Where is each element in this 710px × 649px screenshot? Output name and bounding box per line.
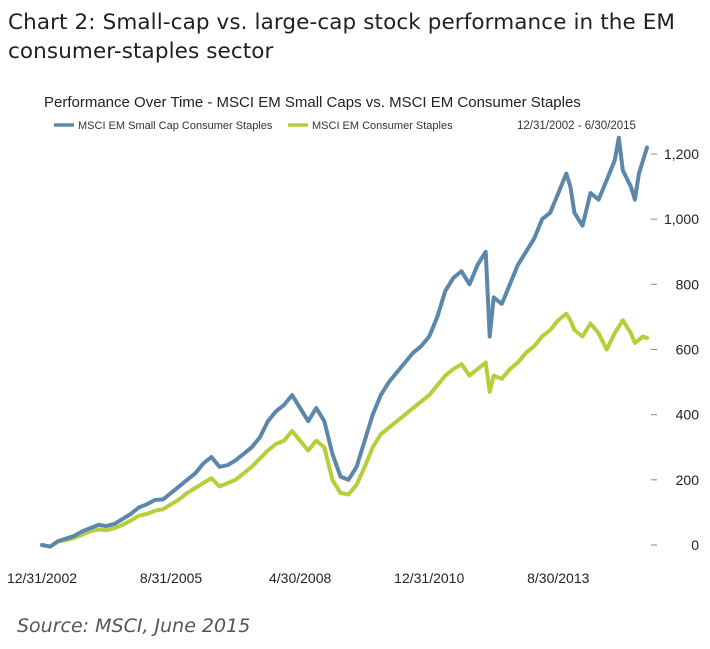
y-tick-label: 200	[676, 472, 700, 488]
x-tick-label: 4/30/2008	[269, 570, 331, 586]
y-tick-label: 600	[676, 342, 700, 358]
y-tick-label: 0	[691, 537, 699, 553]
series-layer	[40, 135, 649, 549]
y-tick-label: 400	[676, 407, 700, 423]
series-line-small-cap	[40, 135, 649, 549]
page-title: Chart 2: Small-cap vs. large-cap stock p…	[8, 8, 698, 66]
legend: MSCI EM Small Cap Consumer Staples MSCI …	[54, 120, 636, 132]
y-tick-label: 1,200	[664, 146, 699, 162]
y-tick-label: 800	[676, 276, 700, 292]
x-axis: 12/31/2002 8/31/2005 4/30/2008 12/31/2010 8/…	[7, 570, 590, 586]
y-tick-label: 1,000	[664, 211, 699, 227]
x-tick-label: 12/31/2010	[394, 570, 464, 586]
x-tick-label: 8/30/2013	[527, 570, 589, 586]
y-axis: 0 200 400 600 800 1,000 1,200	[651, 146, 699, 553]
series-line-consumer-staples	[40, 311, 649, 549]
legend-label-consumer-staples: MSCI EM Consumer Staples	[312, 120, 453, 132]
x-tick-label: 12/31/2002	[7, 570, 77, 586]
chart-title: Performance Over Time - MSCI EM Small Ca…	[44, 94, 581, 111]
page-title-line-1: Chart 2: Small-cap vs. large-cap stock p…	[8, 10, 676, 35]
x-tick-label: 8/31/2005	[140, 570, 202, 586]
legend-label-small-cap: MSCI EM Small Cap Consumer Staples	[78, 120, 273, 132]
source-note: Source: MSCI, June 2015	[17, 615, 251, 637]
page-title-line-2: consumer-staples sector	[8, 39, 274, 64]
line-chart: Performance Over Time - MSCI EM Small Ca…	[7, 94, 699, 586]
date-range-label: 12/31/2002 - 6/30/2015	[517, 120, 636, 132]
